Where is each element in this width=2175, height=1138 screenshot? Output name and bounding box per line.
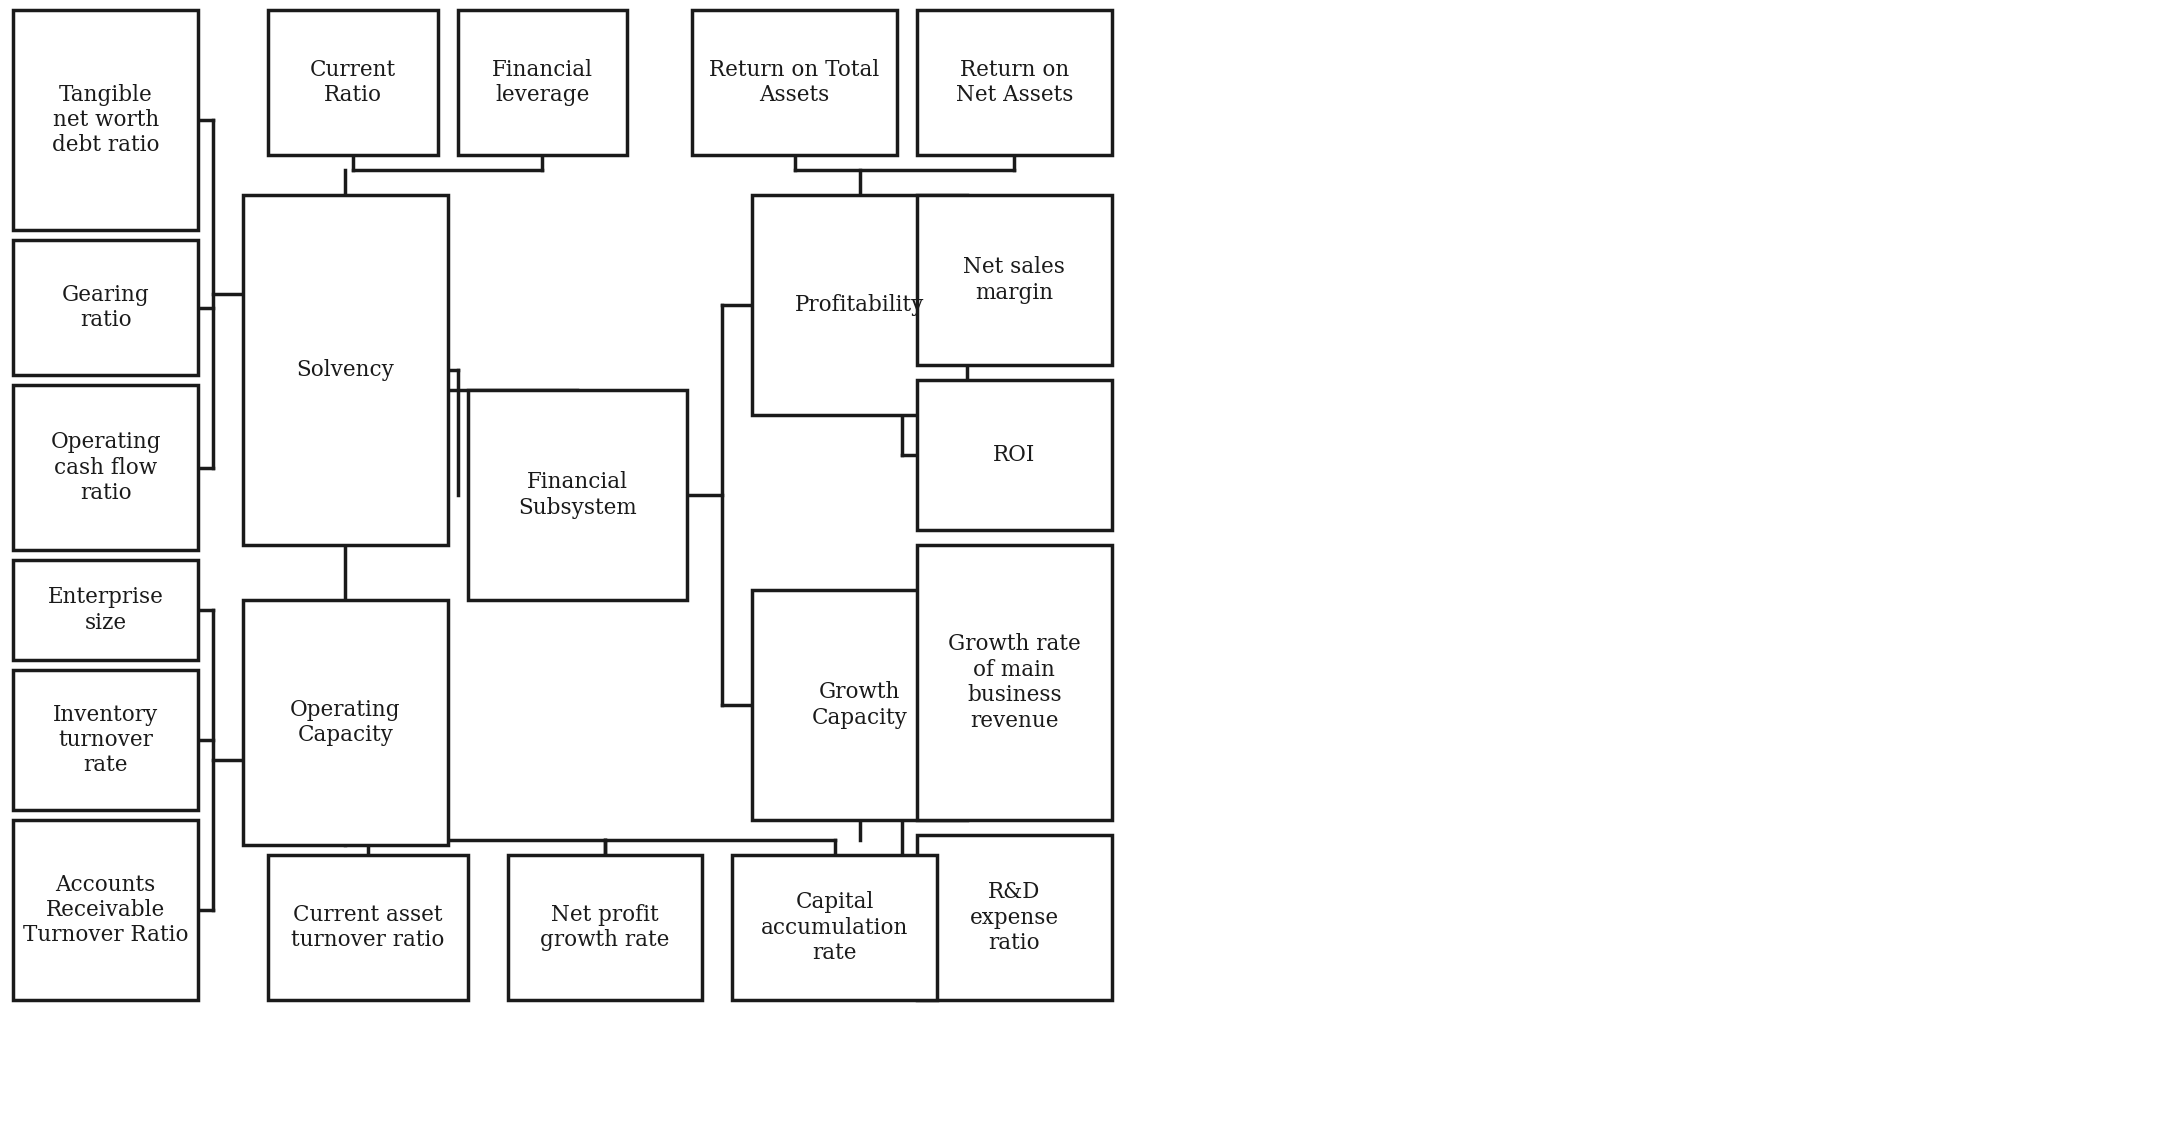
Bar xyxy=(918,545,1111,820)
Text: Net profit
growth rate: Net profit growth rate xyxy=(539,904,670,951)
Bar xyxy=(753,195,968,415)
Text: Gearing
ratio: Gearing ratio xyxy=(61,283,150,331)
Bar xyxy=(244,195,448,545)
Text: Solvency: Solvency xyxy=(296,358,394,381)
Bar xyxy=(13,10,198,230)
Text: Accounts
Receivable
Turnover Ratio: Accounts Receivable Turnover Ratio xyxy=(24,874,189,947)
Text: Financial
Subsystem: Financial Subsystem xyxy=(518,471,637,519)
Text: Current
Ratio: Current Ratio xyxy=(309,59,396,106)
Bar xyxy=(244,600,448,846)
Bar xyxy=(468,390,687,600)
Bar xyxy=(692,10,896,155)
Text: Inventory
turnover
rate: Inventory turnover rate xyxy=(52,703,159,776)
Text: Current asset
turnover ratio: Current asset turnover ratio xyxy=(291,904,444,951)
Text: ROI: ROI xyxy=(994,444,1035,465)
Bar xyxy=(918,195,1111,365)
Text: Return on
Net Assets: Return on Net Assets xyxy=(955,59,1072,106)
Bar xyxy=(918,835,1111,1000)
Bar xyxy=(13,560,198,660)
Bar xyxy=(918,380,1111,530)
Bar xyxy=(457,10,626,155)
Text: Enterprise
size: Enterprise size xyxy=(48,586,163,634)
Text: Capital
accumulation
rate: Capital accumulation rate xyxy=(761,891,909,964)
Text: R&D
expense
ratio: R&D expense ratio xyxy=(970,881,1059,954)
Bar xyxy=(268,855,468,1000)
Text: Growth
Capacity: Growth Capacity xyxy=(811,682,907,728)
Text: Growth rate
of main
business
revenue: Growth rate of main business revenue xyxy=(948,634,1081,732)
Text: Tangible
net worth
debt ratio: Tangible net worth debt ratio xyxy=(52,83,159,156)
Text: Operating
Capacity: Operating Capacity xyxy=(289,699,400,747)
Bar xyxy=(13,240,198,376)
Text: Operating
cash flow
ratio: Operating cash flow ratio xyxy=(50,431,161,504)
Bar xyxy=(13,820,198,1000)
Bar xyxy=(13,385,198,550)
Text: Financial
leverage: Financial leverage xyxy=(492,59,594,106)
Bar xyxy=(268,10,437,155)
Text: Return on Total
Assets: Return on Total Assets xyxy=(709,59,879,106)
Bar xyxy=(753,589,968,820)
Text: Profitability: Profitability xyxy=(794,294,924,316)
Bar xyxy=(918,10,1111,155)
Bar xyxy=(13,670,198,810)
Bar xyxy=(507,855,703,1000)
Bar xyxy=(733,855,937,1000)
Text: Net sales
margin: Net sales margin xyxy=(964,256,1066,304)
